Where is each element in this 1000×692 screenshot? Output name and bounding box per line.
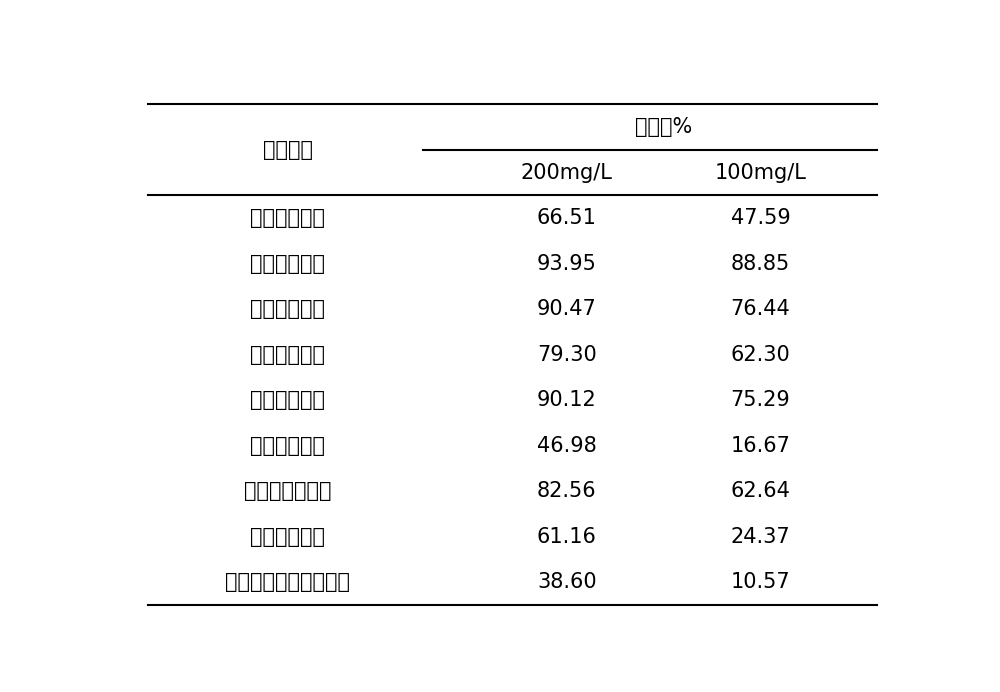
Text: 82.56: 82.56 [537,482,597,502]
Text: 62.30: 62.30 [731,345,790,365]
Text: 66.51: 66.51 [537,208,597,228]
Text: 10.57: 10.57 [731,572,790,592]
Text: 24.37: 24.37 [731,527,790,547]
Text: 荔枝霜疫霉病菌: 荔枝霜疫霉病菌 [244,482,332,502]
Text: 香蕉枯萎病菌: 香蕉枯萎病菌 [250,208,325,228]
Text: 棉花立枯病菌: 棉花立枯病菌 [250,436,325,456]
Text: 玉米大斑病菌: 玉米大斑病菌 [250,527,325,547]
Text: 88.85: 88.85 [731,254,790,274]
Text: 橡胶树棒孢霉落叶病菌: 橡胶树棒孢霉落叶病菌 [225,572,350,592]
Text: 61.16: 61.16 [537,527,597,547]
Text: 抑制率%: 抑制率% [635,117,692,137]
Text: 小麦赤霉病菌: 小麦赤霉病菌 [250,299,325,319]
Text: 75.29: 75.29 [731,390,790,410]
Text: 16.67: 16.67 [731,436,790,456]
Text: 90.12: 90.12 [537,390,597,410]
Text: 200mg/L: 200mg/L [521,163,613,183]
Text: 烟草赤星病菌: 烟草赤星病菌 [250,390,325,410]
Text: 93.95: 93.95 [537,254,597,274]
Text: 76.44: 76.44 [731,299,790,319]
Text: 62.64: 62.64 [731,482,790,502]
Text: 46.98: 46.98 [537,436,597,456]
Text: 100mg/L: 100mg/L [715,163,806,183]
Text: 苹果轮纹病菌: 苹果轮纹病菌 [250,345,325,365]
Text: 38.60: 38.60 [537,572,597,592]
Text: 番茄灰霉病菌: 番茄灰霉病菌 [250,254,325,274]
Text: 供试病菌: 供试病菌 [263,140,313,160]
Text: 47.59: 47.59 [731,208,790,228]
Text: 90.47: 90.47 [537,299,597,319]
Text: 79.30: 79.30 [537,345,597,365]
